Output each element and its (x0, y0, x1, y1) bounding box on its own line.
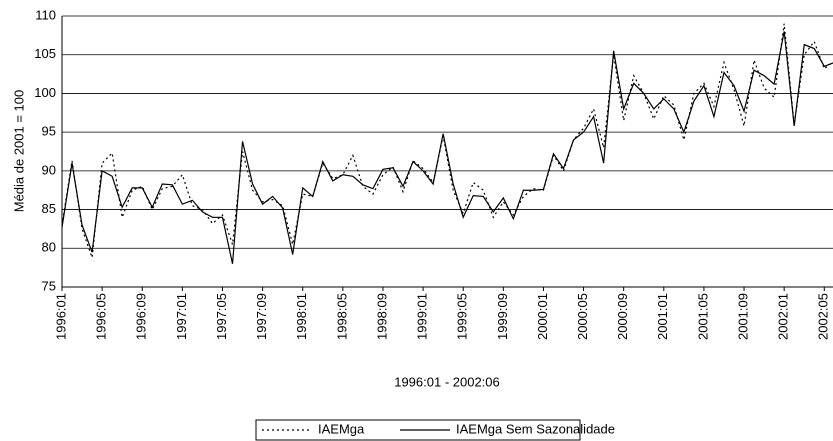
y-tick-label: 110 (35, 7, 56, 22)
x-tick-label: 1999:05 (455, 293, 470, 340)
x-tick-label: 2001:01 (655, 293, 670, 340)
x-tick-label: 2001:09 (735, 293, 750, 340)
x-tick-label: 2002:05 (816, 293, 831, 340)
y-tick-label: 100 (34, 85, 56, 100)
x-tick-label: 1998:01 (294, 293, 309, 340)
legend-label: IAEMga (318, 421, 365, 436)
x-tick-label: 1996:01 (53, 293, 68, 340)
series-line (61, 23, 833, 258)
x-tick-label: 2000:05 (575, 293, 590, 340)
x-tick-label: 1997:09 (254, 293, 269, 340)
x-tick-label: 1996:05 (94, 293, 109, 340)
y-tick-label: 75 (42, 278, 56, 293)
x-tick-label: 1996:09 (134, 293, 149, 340)
x-tick-label: 1999:09 (495, 293, 510, 340)
x-tick-label: 2002:01 (776, 293, 791, 340)
x-tick-label: 2001:05 (695, 293, 710, 340)
x-tick-label: 1997:05 (214, 293, 229, 340)
x-tick-label: 1999:01 (415, 293, 430, 340)
x-tick-label: 2000:09 (615, 293, 630, 340)
y-tick-label: 85 (42, 201, 56, 216)
x-tick-label: 2000:01 (535, 293, 550, 340)
y-tick-label: 95 (42, 124, 56, 139)
legend-label: IAEMga Sem Sazonalidade (456, 421, 615, 436)
y-axis-title: Média de 2001 = 100 (11, 90, 26, 213)
x-tick-label: 1998:05 (334, 293, 349, 340)
y-tick-label: 80 (42, 240, 56, 255)
x-tick-label: 1997:01 (174, 293, 189, 340)
series-line (61, 31, 833, 264)
x-tick-label: 1998:09 (374, 293, 389, 340)
y-tick-label: 105 (34, 46, 56, 61)
y-tick-label: 90 (42, 162, 56, 177)
x-axis-title: 1996:01 - 2002:06 (394, 374, 500, 389)
